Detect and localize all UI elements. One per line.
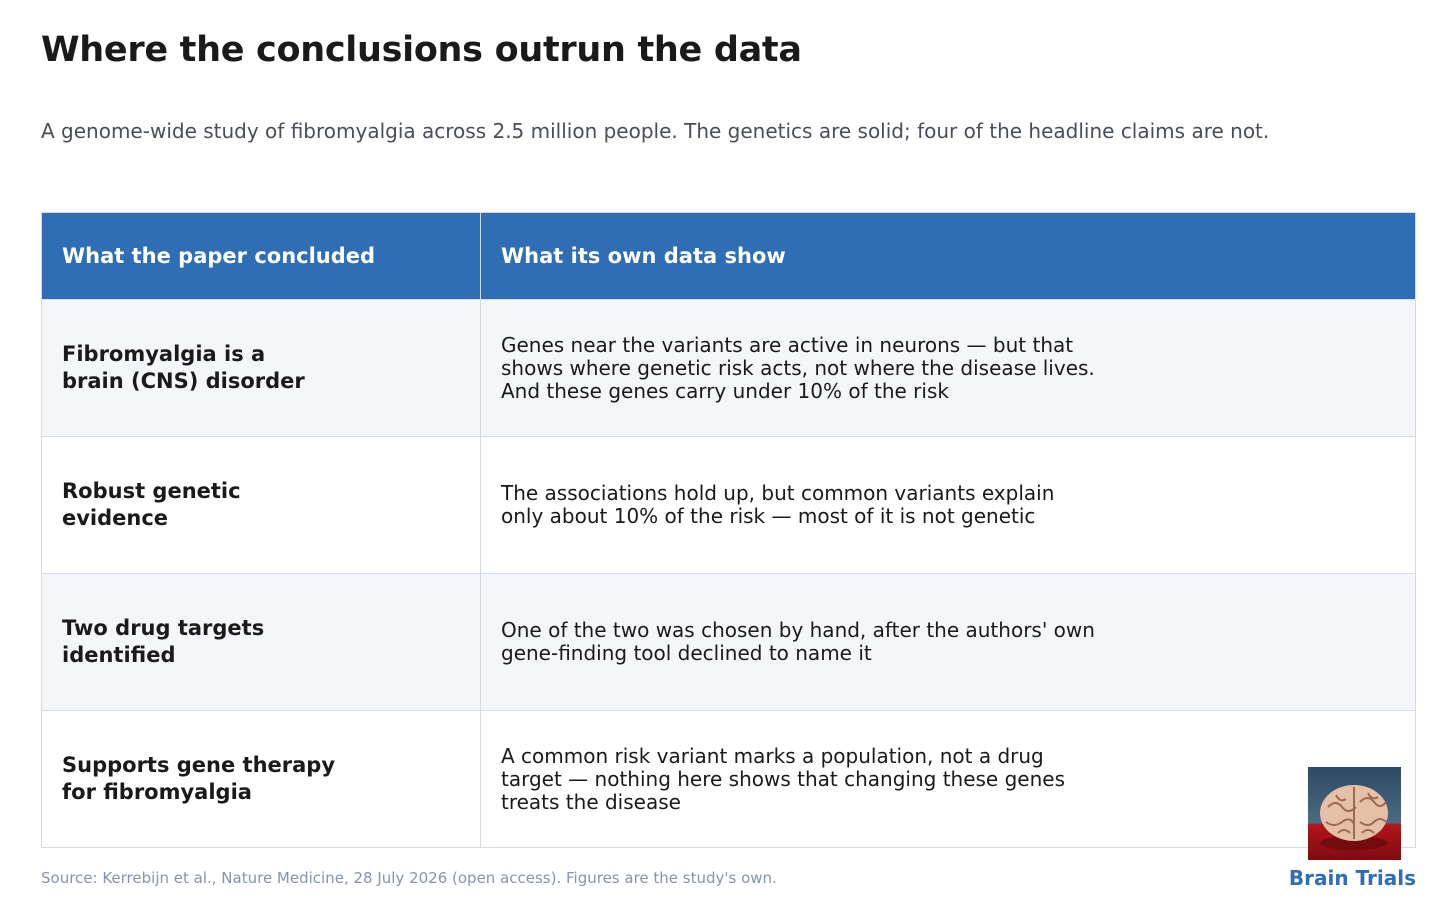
table-row: Robust genetic evidence The associations … [41, 436, 1416, 574]
table-row: Supports gene therapy for fibromyalgia A … [41, 710, 1416, 848]
evidence-text: One of the two was chosen by hand, after… [501, 618, 1095, 665]
evidence-text: Genes near the variants are active in ne… [501, 332, 1095, 403]
evidence-cell: A common risk variant marks a population… [480, 710, 1416, 848]
evidence-cell: Genes near the variants are active in ne… [480, 299, 1416, 437]
subtitle: A genome-wide study of fibromyalgia acro… [41, 119, 1270, 143]
evidence-text: A common risk variant marks a population… [501, 743, 1065, 814]
evidence-cell: The associations hold up, but common var… [480, 436, 1416, 574]
source-note: Source: Kerrebijn et al., Nature Medicin… [41, 869, 777, 887]
brand-logo [1308, 767, 1401, 860]
claim-cell: Robust genetic evidence [41, 436, 481, 574]
evidence-text: The associations hold up, but common var… [501, 481, 1055, 528]
evidence-cell: One of the two was chosen by hand, after… [480, 573, 1416, 711]
claim-cell: Supports gene therapy for fibromyalgia [41, 710, 481, 848]
table-row: Two drug targets identified One of the tw… [41, 573, 1416, 711]
title: Where the conclusions outrun the data [41, 30, 802, 70]
brand-name: Brain Trials [1288, 866, 1416, 890]
table-row: Fibromyalgia is a brain (CNS) disorder Ge… [41, 299, 1416, 437]
comparison-table: What the paper concluded What its own da… [41, 212, 1416, 848]
header-row: What the paper concluded What its own da… [41, 212, 1416, 300]
claim-cell: Fibromyalgia is a brain (CNS) disorder [41, 299, 481, 437]
column-header: What its own data show [480, 212, 1416, 300]
claim-cell: Two drug targets identified [41, 573, 481, 711]
column-header: What the paper concluded [41, 212, 481, 300]
